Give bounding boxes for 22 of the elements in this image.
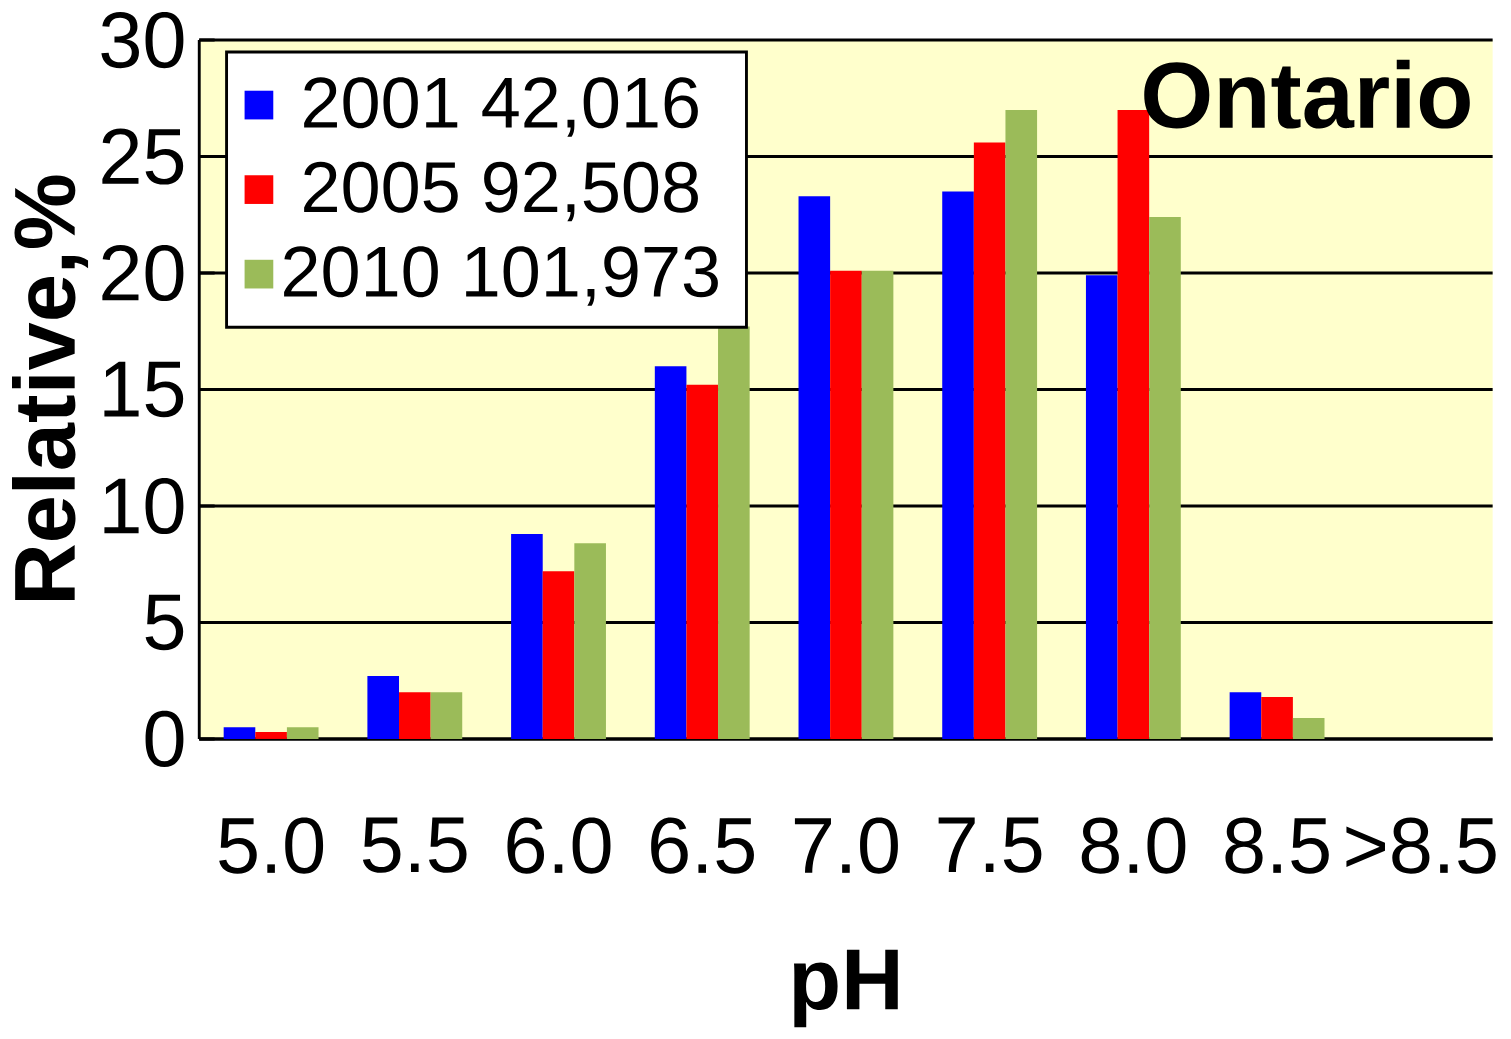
y-tick-label: 10 bbox=[104, 477, 184, 534]
x-tick-label: 7.0 bbox=[794, 817, 898, 874]
x-tick-label: 6.5 bbox=[651, 817, 754, 874]
x-tick-label: 5.0 bbox=[219, 817, 324, 874]
x-tick-label: 6.0 bbox=[507, 817, 611, 874]
legend-label: 2001 42,016 bbox=[304, 77, 698, 137]
x-axis-title: pH bbox=[794, 949, 898, 1028]
x-tick-label: 7.5 bbox=[938, 817, 1042, 873]
x-tick-label: 8.0 bbox=[1081, 817, 1186, 874]
y-tick-label: 0 bbox=[145, 710, 184, 767]
x-tick-label: 5.5 bbox=[362, 817, 467, 873]
y-tick-label: 20 bbox=[102, 244, 184, 302]
chart-title: Ontario bbox=[1144, 59, 1470, 129]
x-tick-label: 8.5 bbox=[1225, 817, 1329, 874]
y-tick-label: 5 bbox=[145, 594, 184, 651]
y-axis-title: Relative,% bbox=[12, 175, 89, 600]
y-tick-label: 15 bbox=[104, 361, 184, 418]
x-tick-label: >8.5 bbox=[1346, 817, 1496, 874]
y-tick-label: 25 bbox=[102, 128, 184, 185]
y-tick-label: 30 bbox=[101, 11, 184, 69]
legend-label: 2010 101,973 bbox=[284, 246, 718, 306]
legend-label: 2005 92,508 bbox=[304, 161, 698, 222]
